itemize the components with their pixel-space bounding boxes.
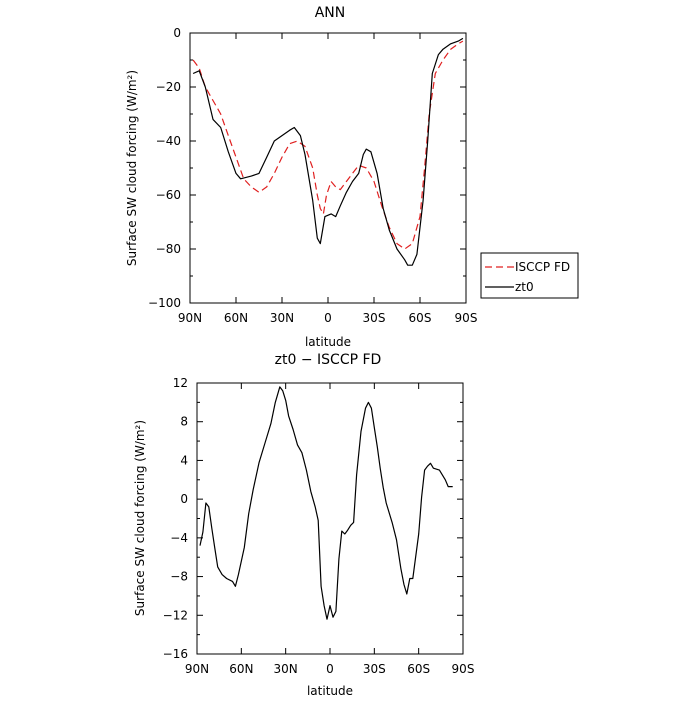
panel-2-y-tick-label: 0 (180, 492, 188, 506)
panel-2-x-tick-label: 30N (274, 662, 298, 676)
panel-2-x-tick-label: 30S (363, 662, 386, 676)
panel-1-x-tick-label: 90S (455, 311, 478, 325)
legend-box (480, 252, 579, 299)
panel-2-x-tick-label: 60N (229, 662, 253, 676)
panel-2-x-tick-label: 90S (452, 662, 475, 676)
panel-1-x-tick-label: 90N (178, 311, 202, 325)
panel-2-y-tick-label: 12 (173, 376, 188, 390)
series-line-zt0 (192, 37, 464, 266)
panel-2-x-axis-title: latitude (307, 684, 353, 698)
panel-1-y-axis-title: Surface SW cloud forcing (W/m²) (125, 70, 139, 266)
panel-difference: zt0 − ISCCP FD 90N 60N 30N 0 30S 60S 90S 12 8 4 0 −… (133, 352, 474, 698)
panel-1-y-tick-label: −80 (156, 242, 181, 256)
panel-2-x-tick-label: 0 (326, 662, 334, 676)
panel-2-y-tick-label: −8 (170, 570, 188, 584)
panel-1-x-axis-title: latitude (305, 335, 351, 349)
panel-1-x-tick-label: 30S (363, 311, 386, 325)
panel-1-x-tick-label: 0 (324, 311, 332, 325)
panel-1-x-tick-label: 30N (270, 311, 294, 325)
panel-1-plot-frame (189, 32, 467, 304)
panel-2-y-axis-title: Surface SW cloud forcing (W/m²) (133, 420, 147, 616)
panel-2-plot-frame (196, 382, 464, 655)
panel-2-y-tick-label: −12 (163, 608, 188, 622)
panel-1-title: ANN (315, 5, 346, 21)
panel-2-difference-line (199, 386, 453, 620)
panel-1-y-tick-label: −60 (156, 188, 181, 202)
panel-2-title: zt0 − ISCCP FD (275, 352, 382, 368)
panel-1-y-tick-label: −40 (156, 134, 181, 148)
panel-2-y-tick-label: 4 (180, 453, 188, 467)
panel-2-y-tick-label: −4 (170, 531, 188, 545)
legend-label-isccp-fd: ISCCP FD (515, 260, 570, 274)
series-line-isccp-fd (192, 40, 464, 250)
panel-2-y-tick-label: 8 (180, 415, 188, 429)
panel-1-y-tick-label: −20 (156, 80, 181, 94)
panel-2-x-tick-label: 60S (407, 662, 430, 676)
panel-2-y-tick-label: −16 (163, 647, 188, 661)
panel-1-y-tick-label: 0 (173, 26, 181, 40)
panel-1-x-tick-label: 60S (409, 311, 432, 325)
panel-1-x-tick-label: 60N (224, 311, 248, 325)
panel-annual-forcing: ANN 90N 60N 30N 0 30S 60S 90S 0 −20 −40 −60 −80 −100… (125, 5, 579, 349)
legend: ISCCP FD zt0 (480, 252, 579, 299)
legend-label-zt0: zt0 (515, 280, 534, 294)
panel-1-y-tick-label: −100 (148, 296, 181, 310)
panel-2-x-tick-label: 90N (185, 662, 209, 676)
